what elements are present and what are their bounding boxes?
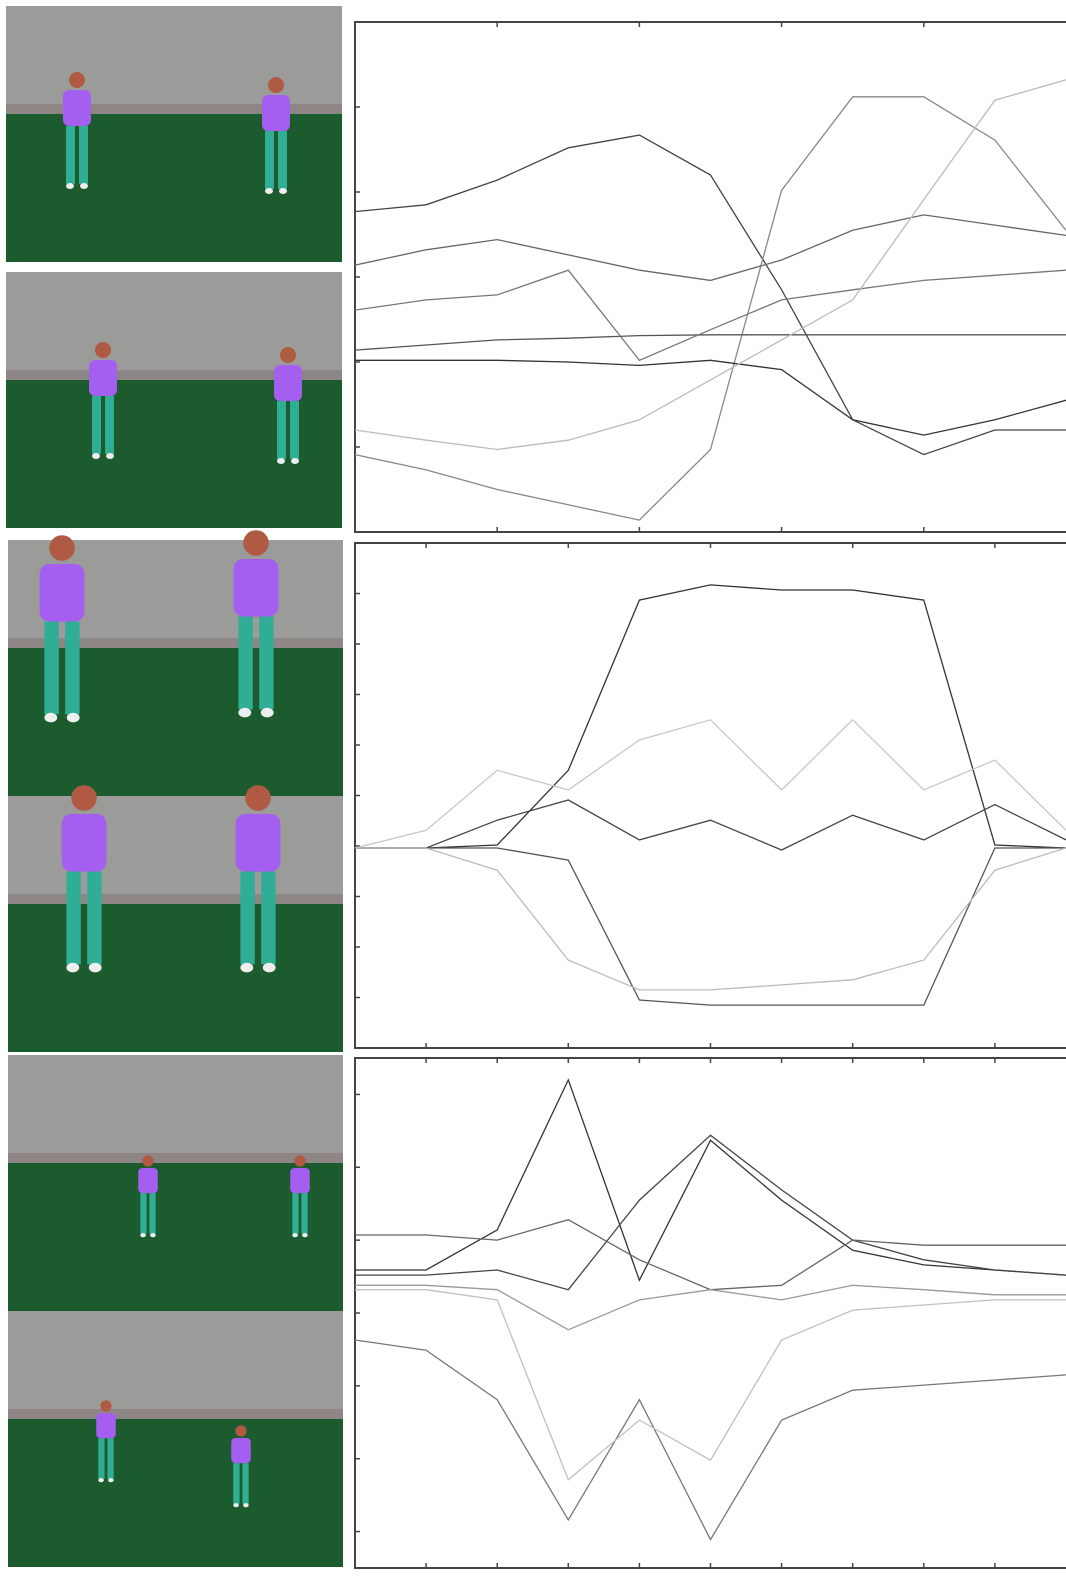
plot-frame (355, 22, 1066, 532)
plot-frame (355, 543, 1066, 1048)
figure (0, 0, 1066, 1580)
animation-frames (6, 6, 343, 1567)
page: (() => { const data = JSON.parse(documen… (0, 0, 1066, 1580)
